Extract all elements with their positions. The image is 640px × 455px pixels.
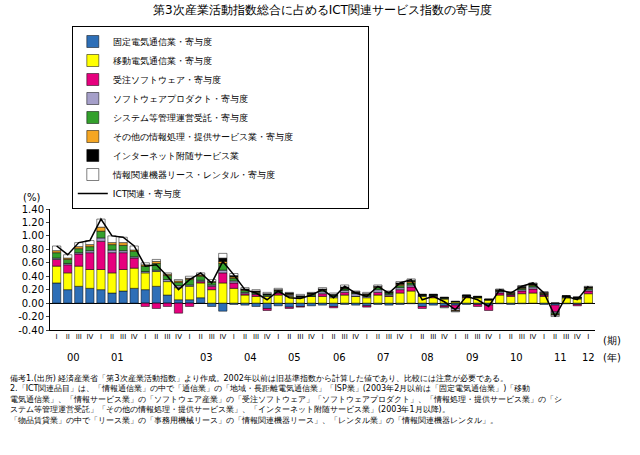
svg-text:II: II bbox=[243, 333, 247, 341]
svg-text:06: 06 bbox=[333, 352, 346, 363]
svg-text:受注ソフトウェア・寄与度: 受注ソフトウェア・寄与度 bbox=[113, 75, 221, 85]
svg-text:III: III bbox=[474, 333, 480, 341]
svg-text:IV: IV bbox=[441, 333, 448, 341]
svg-text:I: I bbox=[499, 333, 501, 341]
svg-text:II: II bbox=[553, 333, 557, 341]
svg-text:III: III bbox=[297, 333, 303, 341]
svg-text:0.20: 0.20 bbox=[22, 284, 44, 295]
svg-text:09: 09 bbox=[466, 352, 479, 363]
svg-text:-0.40: -0.40 bbox=[18, 325, 44, 336]
svg-text:I: I bbox=[321, 333, 323, 341]
svg-text:IV: IV bbox=[131, 333, 138, 341]
svg-text:III: III bbox=[430, 333, 436, 341]
svg-text:IV: IV bbox=[485, 333, 492, 341]
svg-text:01: 01 bbox=[111, 352, 124, 363]
svg-text:0.60: 0.60 bbox=[22, 257, 44, 268]
svg-text:11: 11 bbox=[554, 352, 567, 363]
svg-text:I: I bbox=[454, 333, 456, 341]
svg-text:I: I bbox=[189, 333, 191, 341]
svg-text:04: 04 bbox=[244, 352, 257, 363]
svg-text:III: III bbox=[164, 333, 170, 341]
svg-text:03: 03 bbox=[200, 352, 213, 363]
svg-text:II: II bbox=[154, 333, 158, 341]
svg-text:IV: IV bbox=[308, 333, 315, 341]
svg-text:1.20: 1.20 bbox=[22, 217, 44, 228]
svg-text:インターネット附随サービス業: インターネット附随サービス業 bbox=[113, 151, 239, 161]
svg-text:-0.20: -0.20 bbox=[18, 311, 44, 322]
svg-text:II: II bbox=[376, 333, 380, 341]
svg-text:0.00: 0.00 bbox=[22, 298, 44, 309]
svg-text:(期): (期) bbox=[603, 335, 621, 346]
svg-text:II: II bbox=[110, 333, 114, 341]
svg-text:III: III bbox=[386, 333, 392, 341]
svg-text:III: III bbox=[342, 333, 348, 341]
svg-text:I: I bbox=[366, 333, 368, 341]
svg-text:II: II bbox=[509, 333, 513, 341]
svg-text:IV: IV bbox=[352, 333, 359, 341]
svg-text:I: I bbox=[410, 333, 412, 341]
svg-text:第3次産業活動指数総合に占めるICT関連サービス指数の寄与度: 第3次産業活動指数総合に占めるICT関連サービス指数の寄与度 bbox=[153, 3, 492, 17]
svg-text:1.00: 1.00 bbox=[22, 230, 44, 241]
svg-text:08: 08 bbox=[421, 352, 434, 363]
svg-text:I: I bbox=[277, 333, 279, 341]
svg-text:III: III bbox=[209, 333, 215, 341]
svg-text:固定電気通信業・寄与度: 固定電気通信業・寄与度 bbox=[113, 37, 212, 47]
svg-text:IV: IV bbox=[264, 333, 271, 341]
svg-text:0.80: 0.80 bbox=[22, 244, 44, 255]
svg-text:移動電気通信業・寄与度: 移動電気通信業・寄与度 bbox=[113, 56, 212, 66]
svg-text:システム等管理運営受託・寄与度: システム等管理運営受託・寄与度 bbox=[113, 113, 248, 123]
svg-text:I: I bbox=[56, 333, 58, 341]
svg-text:III: III bbox=[519, 333, 525, 341]
svg-text:00: 00 bbox=[67, 352, 80, 363]
svg-text:I: I bbox=[144, 333, 146, 341]
svg-text:07: 07 bbox=[377, 352, 390, 363]
svg-text:IV: IV bbox=[86, 333, 93, 341]
svg-text:(年): (年) bbox=[603, 352, 621, 363]
svg-text:12: 12 bbox=[582, 352, 595, 363]
svg-text:II: II bbox=[66, 333, 70, 341]
svg-text:III: III bbox=[563, 333, 569, 341]
svg-text:ICT関連・寄与度: ICT関連・寄与度 bbox=[113, 189, 181, 199]
svg-text:II: II bbox=[287, 333, 291, 341]
svg-text:IV: IV bbox=[175, 333, 182, 341]
svg-text:その他の情報処理・提供サービス業・寄与度: その他の情報処理・提供サービス業・寄与度 bbox=[113, 132, 293, 142]
svg-text:II: II bbox=[420, 333, 424, 341]
svg-text:IV: IV bbox=[219, 333, 226, 341]
svg-text:I: I bbox=[587, 333, 589, 341]
svg-text:I: I bbox=[543, 333, 545, 341]
svg-text:II: II bbox=[464, 333, 468, 341]
svg-text:III: III bbox=[253, 333, 259, 341]
svg-text:情報関連機器リース・レンタル・寄与度: 情報関連機器リース・レンタル・寄与度 bbox=[112, 170, 275, 180]
svg-text:0.40: 0.40 bbox=[22, 271, 44, 282]
svg-text:(%): (%) bbox=[23, 192, 40, 203]
svg-text:ソフトウェアプロダクト・寄与度: ソフトウェアプロダクト・寄与度 bbox=[113, 94, 248, 104]
svg-text:1.40: 1.40 bbox=[22, 204, 44, 215]
svg-text:IV: IV bbox=[574, 333, 581, 341]
svg-text:II: II bbox=[199, 333, 203, 341]
svg-text:I: I bbox=[100, 333, 102, 341]
svg-text:IV: IV bbox=[397, 333, 404, 341]
svg-text:I: I bbox=[233, 333, 235, 341]
svg-text:10: 10 bbox=[510, 352, 523, 363]
svg-text:05: 05 bbox=[288, 352, 301, 363]
svg-text:IV: IV bbox=[530, 333, 537, 341]
svg-text:備考1.(出所) 経済産業省「第3次産業活動指数」より作成。: 備考1.(出所) 経済産業省「第3次産業活動指数」より作成。2002年以前は旧基… bbox=[10, 374, 562, 425]
svg-text:III: III bbox=[120, 333, 126, 341]
svg-text:II: II bbox=[332, 333, 336, 341]
svg-text:III: III bbox=[76, 333, 82, 341]
